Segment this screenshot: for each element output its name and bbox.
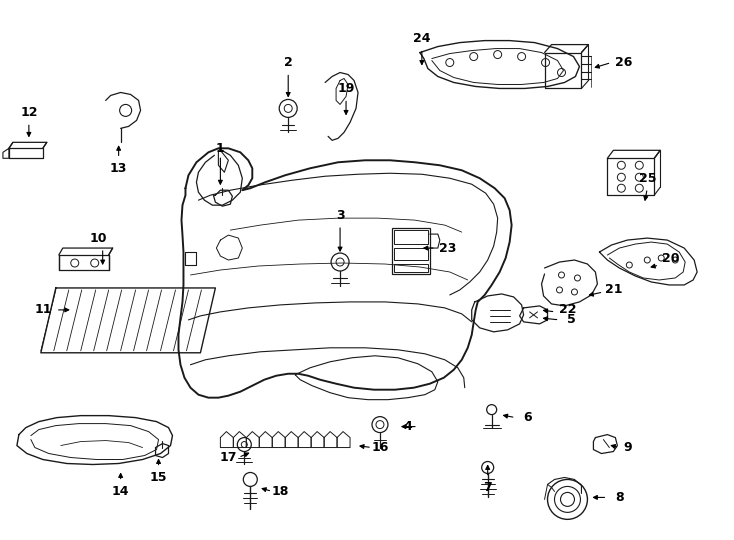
Text: 23: 23 xyxy=(439,241,457,254)
Text: 24: 24 xyxy=(413,32,431,45)
Bar xyxy=(392,228,430,274)
Text: 2: 2 xyxy=(284,56,293,69)
Circle shape xyxy=(636,184,643,192)
Circle shape xyxy=(644,257,650,263)
Circle shape xyxy=(626,262,632,268)
Circle shape xyxy=(372,417,388,433)
Circle shape xyxy=(470,52,478,60)
Circle shape xyxy=(572,289,578,295)
Circle shape xyxy=(575,275,581,281)
Circle shape xyxy=(446,58,454,66)
Text: 6: 6 xyxy=(523,411,532,424)
Circle shape xyxy=(542,58,550,66)
Text: 15: 15 xyxy=(150,471,167,484)
Text: 25: 25 xyxy=(639,172,656,185)
Circle shape xyxy=(636,161,643,169)
Text: 9: 9 xyxy=(623,441,632,454)
Circle shape xyxy=(548,480,587,519)
Bar xyxy=(394,230,428,244)
Text: 3: 3 xyxy=(335,208,344,221)
Circle shape xyxy=(559,272,564,278)
Text: 20: 20 xyxy=(663,252,680,265)
Circle shape xyxy=(636,173,643,181)
Text: 19: 19 xyxy=(338,82,355,95)
Text: 14: 14 xyxy=(112,485,129,498)
Text: 16: 16 xyxy=(371,441,389,454)
Circle shape xyxy=(120,104,131,117)
Bar xyxy=(394,264,428,272)
Circle shape xyxy=(284,104,292,112)
Circle shape xyxy=(336,258,344,266)
Text: 18: 18 xyxy=(272,485,289,498)
Circle shape xyxy=(331,253,349,271)
Circle shape xyxy=(617,173,625,181)
Circle shape xyxy=(617,184,625,192)
Circle shape xyxy=(237,437,251,451)
Circle shape xyxy=(487,404,497,415)
Circle shape xyxy=(494,51,501,58)
Circle shape xyxy=(658,255,664,261)
Text: 22: 22 xyxy=(559,303,576,316)
Circle shape xyxy=(672,257,678,263)
Circle shape xyxy=(279,99,297,117)
Bar xyxy=(394,248,428,260)
Text: 8: 8 xyxy=(615,491,624,504)
Circle shape xyxy=(617,161,625,169)
Circle shape xyxy=(243,472,258,487)
Circle shape xyxy=(558,69,565,77)
Circle shape xyxy=(482,462,494,474)
Text: 26: 26 xyxy=(614,56,632,69)
Text: 17: 17 xyxy=(219,451,237,464)
Circle shape xyxy=(517,52,526,60)
Text: 4: 4 xyxy=(404,420,413,433)
Text: 13: 13 xyxy=(110,162,127,175)
Text: 1: 1 xyxy=(216,142,225,155)
Text: 7: 7 xyxy=(483,481,492,494)
Text: 5: 5 xyxy=(567,313,576,326)
Circle shape xyxy=(556,287,562,293)
Circle shape xyxy=(91,259,98,267)
Text: 12: 12 xyxy=(20,106,37,119)
Text: 10: 10 xyxy=(90,232,107,245)
Text: 11: 11 xyxy=(34,303,51,316)
Text: 21: 21 xyxy=(605,284,622,296)
Circle shape xyxy=(70,259,79,267)
